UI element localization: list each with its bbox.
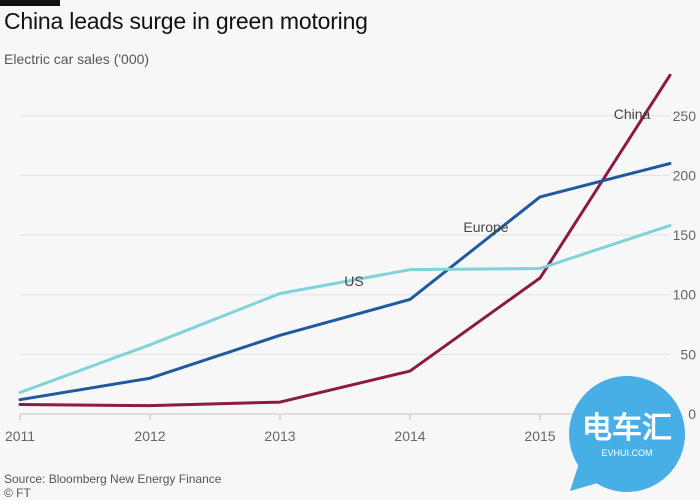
series-line-europe (18, 162, 672, 402)
y-tick-label: 150 (673, 227, 697, 243)
x-tick-label: 2013 (264, 428, 295, 444)
y-tick-label: 100 (673, 287, 697, 303)
x-tick-label: 2011 (5, 428, 35, 444)
series-line-china (18, 73, 672, 408)
brand-bar (0, 0, 60, 6)
watermark-url: EVHUI.COM (601, 448, 652, 458)
y-tick-labels: 0 50 100 150 200 250 (673, 108, 697, 422)
series-label-china: China (614, 106, 651, 122)
series-lines (18, 73, 672, 408)
y-tick-label: 50 (680, 346, 696, 362)
source-note: Source: Bloomberg New Energy Finance (4, 472, 222, 486)
chart-subtitle: Electric car sales ('000) (4, 51, 150, 67)
y-tick-label: 250 (673, 108, 697, 124)
evhui-logo-icon: 电车汇 EVHUI.COM (569, 376, 685, 492)
chart-title: China leads surge in green motoring (4, 8, 368, 34)
x-tick-label: 2014 (394, 428, 425, 444)
series-line-us (18, 224, 672, 395)
x-tick-label: 2015 (524, 428, 555, 444)
watermark-brand: 电车汇 (582, 411, 672, 446)
y-tick-label: 0 (688, 406, 696, 422)
grid-lines (20, 115, 670, 415)
series-label-us: US (344, 273, 363, 289)
series-label-europe: Europe (463, 219, 508, 235)
x-tick-labels: 201120122013201420152016 (5, 414, 686, 444)
x-tick-label: 2012 (134, 428, 165, 444)
y-tick-label: 200 (673, 167, 697, 183)
series-labels: China Europe US (344, 106, 650, 289)
credit-note: © FT (4, 486, 31, 500)
